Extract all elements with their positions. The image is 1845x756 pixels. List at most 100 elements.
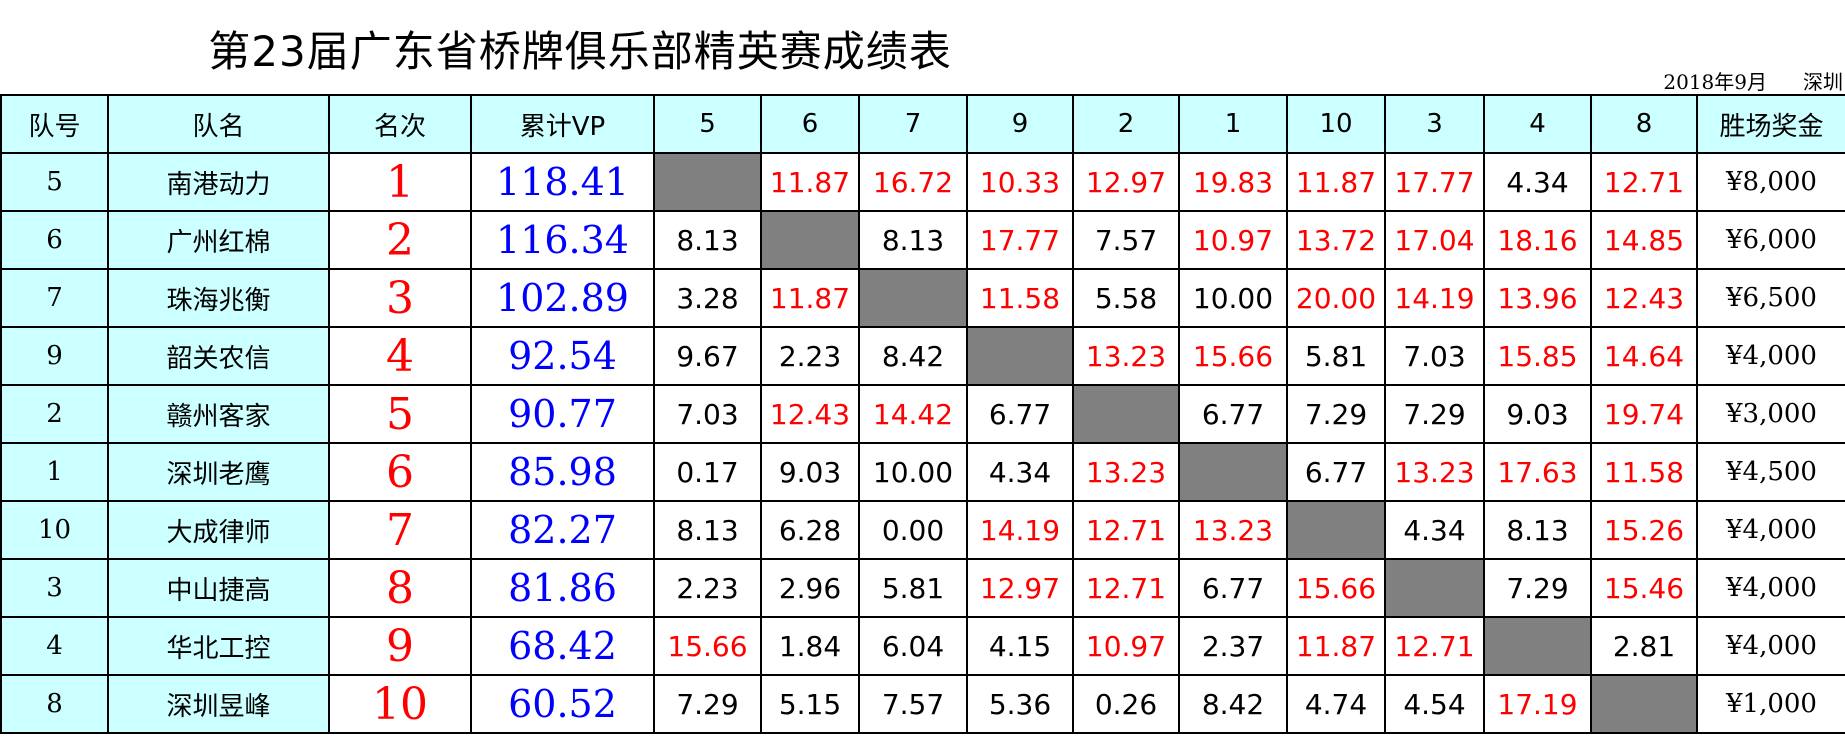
team-name: 深圳昱峰 [107, 674, 330, 734]
table-row: 6 广州红棉 2 116.34 8.13 8.13 17.77 7.57 10.97 13.72 1… [0, 210, 1845, 270]
win-prize: ¥1,000 [1696, 674, 1845, 734]
match-score: 13.23 [1072, 326, 1180, 386]
team-number: 10 [0, 500, 109, 560]
team-rank: 1 [328, 152, 472, 212]
match-score: 6.04 [858, 616, 968, 676]
match-score: 17.63 [1483, 442, 1592, 502]
team-name: 深圳老鹰 [107, 442, 330, 502]
match-score: 14.42 [858, 384, 968, 444]
match-score: 4.34 [1384, 500, 1485, 560]
header-opponent: 4 [1483, 94, 1592, 154]
match-score: 12.97 [1072, 152, 1180, 212]
sheet-title: 第23届广东省桥牌俱乐部精英赛成绩表 [208, 26, 952, 76]
sheet-subtitle: 2018年9月 深圳 [1663, 66, 1845, 94]
table-row: 10 大成律师 7 82.27 8.13 6.28 0.00 14.19 12.71 13.23 4… [0, 500, 1845, 560]
match-score: 7.03 [1384, 326, 1485, 386]
team-name: 珠海兆衡 [107, 268, 330, 328]
table-row: 9 韶关农信 4 92.54 9.67 2.23 8.42 13.23 15.66 5.81 7.0… [0, 326, 1845, 386]
team-total-vp: 68.42 [470, 616, 655, 676]
team-total-vp: 118.41 [470, 152, 655, 212]
diagonal-cell [1483, 616, 1592, 676]
match-score: 8.13 [1483, 500, 1592, 560]
match-score: 7.03 [653, 384, 762, 444]
table-row: 5 南港动力 1 118.41 11.87 16.72 10.33 12.97 19.83 11.… [0, 152, 1845, 212]
header-team-name: 队名 [107, 94, 330, 154]
match-score: 15.66 [653, 616, 762, 676]
match-score: 4.74 [1286, 674, 1386, 734]
match-score: 11.58 [966, 268, 1074, 328]
match-score: 9.03 [1483, 384, 1592, 444]
team-rank: 6 [328, 442, 472, 502]
match-score: 8.42 [858, 326, 968, 386]
match-score: 10.97 [1072, 616, 1180, 676]
results-table: 队号 队名 名次 累计VP 5 6 7 9 2 1 10 3 4 8 胜场奖金 … [0, 94, 1845, 734]
match-score: 5.81 [858, 558, 968, 618]
team-total-vp: 92.54 [470, 326, 655, 386]
win-prize: ¥4,000 [1696, 616, 1845, 676]
header-opponent: 1 [1178, 94, 1288, 154]
match-score: 16.72 [858, 152, 968, 212]
match-score: 8.13 [858, 210, 968, 270]
win-prize: ¥6,500 [1696, 268, 1845, 328]
match-score: 12.71 [1072, 558, 1180, 618]
match-score: 13.23 [1384, 442, 1485, 502]
match-score: 14.85 [1590, 210, 1698, 270]
win-prize: ¥4,000 [1696, 558, 1845, 618]
match-score: 3.28 [653, 268, 762, 328]
match-score: 15.85 [1483, 326, 1592, 386]
team-number: 1 [0, 442, 109, 502]
win-prize: ¥4,500 [1696, 442, 1845, 502]
match-score: 2.23 [653, 558, 762, 618]
match-score: 7.29 [1286, 384, 1386, 444]
team-number: 3 [0, 558, 109, 618]
team-name: 南港动力 [107, 152, 330, 212]
match-score: 12.43 [760, 384, 860, 444]
table-row: 8 深圳昱峰 10 60.52 7.29 5.15 7.57 5.36 0.26 8.42 4.74… [0, 674, 1845, 734]
match-score: 13.72 [1286, 210, 1386, 270]
team-total-vp: 102.89 [470, 268, 655, 328]
team-rank: 4 [328, 326, 472, 386]
match-score: 15.66 [1178, 326, 1288, 386]
match-score: 11.87 [760, 268, 860, 328]
event-place: 深圳 [1803, 70, 1843, 94]
match-score: 13.96 [1483, 268, 1592, 328]
match-score: 4.54 [1384, 674, 1485, 734]
match-score: 15.26 [1590, 500, 1698, 560]
match-score: 7.57 [858, 674, 968, 734]
diagonal-cell [1178, 442, 1288, 502]
table-row: 2 赣州客家 5 90.77 7.03 12.43 14.42 6.77 6.77 7.29 7.2… [0, 384, 1845, 444]
header-row: 队号 队名 名次 累计VP 5 6 7 9 2 1 10 3 4 8 胜场奖金 [0, 94, 1845, 154]
match-score: 2.96 [760, 558, 860, 618]
match-score: 6.77 [966, 384, 1074, 444]
team-name: 广州红棉 [107, 210, 330, 270]
match-score: 17.77 [1384, 152, 1485, 212]
table-row: 3 中山捷高 8 81.86 2.23 2.96 5.81 12.97 12.71 6.77 15.… [0, 558, 1845, 618]
team-rank: 7 [328, 500, 472, 560]
win-prize: ¥6,000 [1696, 210, 1845, 270]
team-number: 7 [0, 268, 109, 328]
team-number: 4 [0, 616, 109, 676]
match-score: 12.71 [1072, 500, 1180, 560]
header-opponent: 8 [1590, 94, 1698, 154]
diagonal-cell [760, 210, 860, 270]
team-rank: 5 [328, 384, 472, 444]
header-opponent: 10 [1286, 94, 1386, 154]
header-opponent: 2 [1072, 94, 1180, 154]
match-score: 19.74 [1590, 384, 1698, 444]
match-score: 10.00 [858, 442, 968, 502]
match-score: 5.81 [1286, 326, 1386, 386]
match-score: 2.81 [1590, 616, 1698, 676]
match-score: 12.71 [1590, 152, 1698, 212]
team-name: 赣州客家 [107, 384, 330, 444]
match-score: 9.67 [653, 326, 762, 386]
match-score: 6.77 [1286, 442, 1386, 502]
match-score: 9.03 [760, 442, 860, 502]
team-rank: 9 [328, 616, 472, 676]
diagonal-cell [1384, 558, 1485, 618]
match-score: 6.77 [1178, 384, 1288, 444]
match-score: 5.36 [966, 674, 1074, 734]
match-score: 0.26 [1072, 674, 1180, 734]
team-number: 5 [0, 152, 109, 212]
team-rank: 2 [328, 210, 472, 270]
